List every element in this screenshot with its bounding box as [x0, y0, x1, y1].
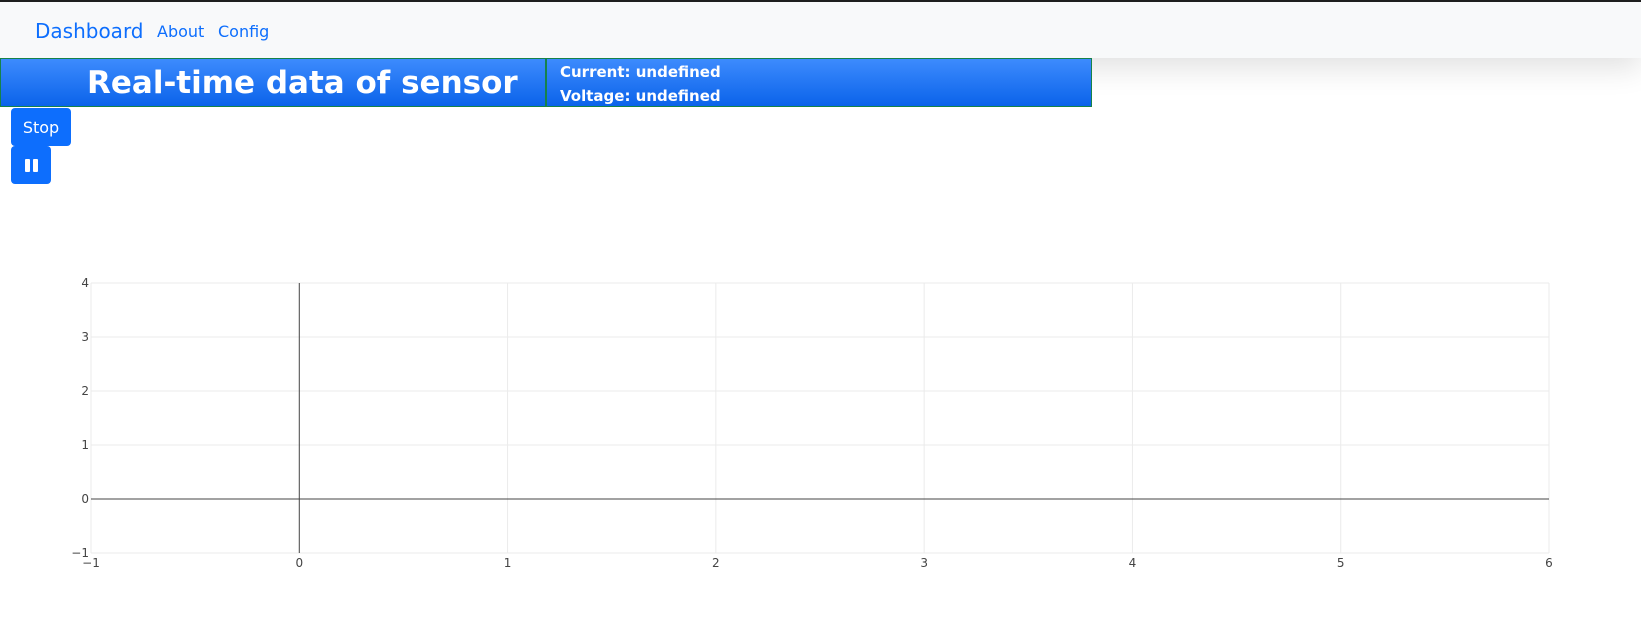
voltage-reading: Voltage: undefined: [560, 87, 721, 105]
top-border: [0, 0, 1641, 2]
y-tick-label: −1: [71, 546, 89, 560]
nav-config-link[interactable]: Config: [218, 22, 270, 41]
x-tick-label: 5: [1337, 556, 1345, 570]
sensor-banner: Real-time data of sensor Current: undefi…: [0, 58, 1092, 107]
x-tick-label: 0: [295, 556, 303, 570]
x-tick-label: 4: [1129, 556, 1137, 570]
y-tick-label: 0: [81, 492, 89, 506]
pause-icon: [24, 158, 38, 172]
pause-button[interactable]: [11, 146, 51, 184]
banner-divider: [545, 59, 547, 106]
x-tick-label: −1: [82, 556, 100, 570]
y-tick-label: 3: [81, 330, 89, 344]
x-tick-label: 6: [1545, 556, 1553, 570]
nav-about-link[interactable]: About: [157, 22, 205, 41]
x-tick-label: 2: [712, 556, 720, 570]
page-title: Real-time data of sensor: [87, 65, 518, 101]
y-tick-label: 1: [81, 438, 89, 452]
y-tick-label: 4: [81, 276, 89, 290]
x-tick-label: 1: [504, 556, 512, 570]
y-tick-label: 2: [81, 384, 89, 398]
sensor-chart[interactable]: −1 0 1 2 3 4 5 6 −1 0 1 2 3 4: [0, 270, 1641, 580]
brand-link[interactable]: Dashboard: [35, 19, 144, 43]
navbar: Dashboard About Config: [0, 2, 1641, 58]
current-reading: Current: undefined: [560, 63, 721, 81]
x-tick-label: 3: [920, 556, 928, 570]
stop-button[interactable]: Stop: [11, 108, 71, 146]
